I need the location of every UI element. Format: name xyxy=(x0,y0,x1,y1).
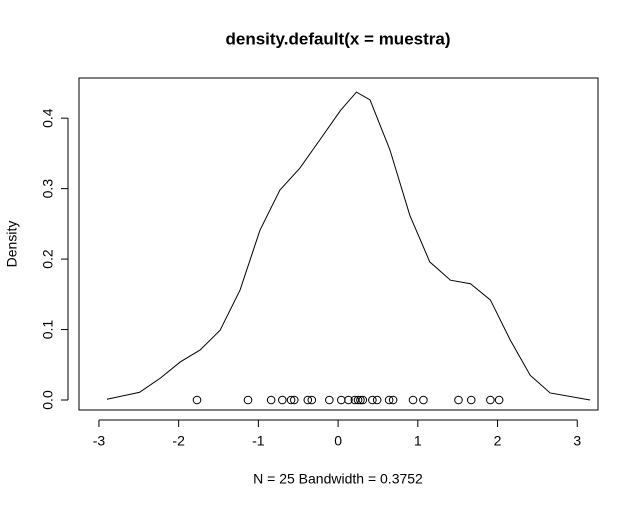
sample-point xyxy=(486,395,495,405)
x-tick-label: -1 xyxy=(252,433,265,449)
sample-point xyxy=(353,395,363,405)
sample-point xyxy=(286,395,296,405)
sample-point xyxy=(325,395,334,405)
y-tick-label: 0.2 xyxy=(40,249,56,269)
sample-point xyxy=(192,395,202,405)
y-tick-label: 0.4 xyxy=(40,108,56,128)
sample-point xyxy=(344,395,353,405)
y-tick-label: 0.1 xyxy=(40,320,56,340)
chart-title: density.default(x = muestra) xyxy=(226,29,451,48)
sample-point xyxy=(243,395,253,405)
x-tick-label: -3 xyxy=(93,433,106,449)
sample-point xyxy=(289,395,299,405)
sample-point xyxy=(277,395,287,405)
x-tick-label: 1 xyxy=(414,433,422,449)
sample-point xyxy=(266,395,276,405)
sample-point xyxy=(307,395,317,405)
sample-point xyxy=(408,395,418,405)
x-tick-label: 0 xyxy=(334,433,342,449)
sample-point xyxy=(368,395,377,405)
x-axis-label: N = 25 Bandwidth = 0.3752 xyxy=(253,471,423,487)
sample-point xyxy=(388,395,398,405)
y-axis-label: Density xyxy=(4,221,20,268)
sample-point xyxy=(358,395,368,405)
y-tick-label: 0.3 xyxy=(40,179,56,199)
sample-point xyxy=(466,395,476,405)
x-tick-label: -2 xyxy=(172,433,185,449)
x-tick-label: 2 xyxy=(494,433,502,449)
sample-point xyxy=(419,395,428,405)
sample-point xyxy=(303,395,313,405)
sample-point xyxy=(494,395,504,405)
sample-point xyxy=(356,395,365,405)
sample-point xyxy=(454,395,463,405)
x-tick-label: 3 xyxy=(573,433,581,449)
sample-point xyxy=(372,395,382,405)
y-tick-label: 0.0 xyxy=(40,390,56,410)
sample-point xyxy=(336,395,346,405)
density-line xyxy=(106,91,591,401)
sample-point xyxy=(384,395,394,405)
plot-box xyxy=(78,77,599,411)
